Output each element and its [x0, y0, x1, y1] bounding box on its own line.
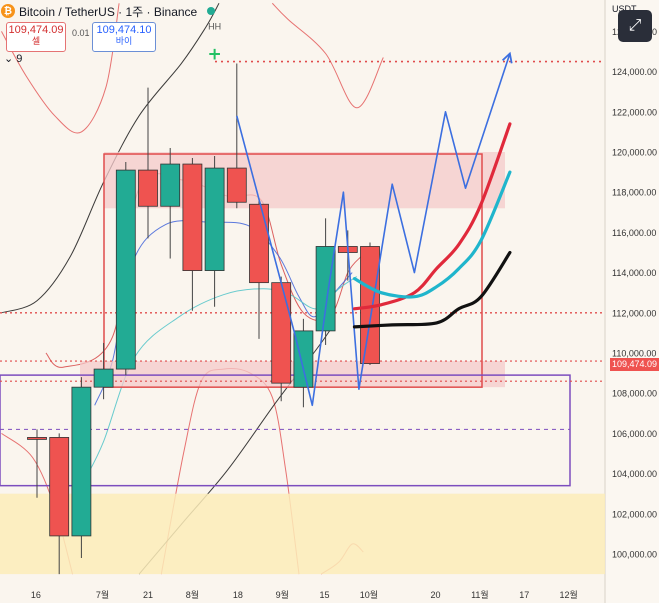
candle-body	[226, 167, 247, 203]
band-upper-line	[1, 3, 120, 134]
price-tick-label: 114,000.00	[612, 268, 656, 278]
candle-15	[360, 242, 380, 366]
indicator-count: 9	[16, 53, 23, 65]
candle-0	[27, 429, 47, 498]
hh-plus-marker: +	[207, 45, 221, 65]
projected-path-line	[236, 53, 511, 407]
candle-2	[71, 377, 92, 559]
candle-body	[271, 282, 292, 384]
time-tick-label: 8월	[186, 589, 199, 600]
sell-button[interactable]: 109,474.09 셀	[6, 22, 66, 52]
candle-body	[93, 368, 114, 388]
candle-3	[93, 342, 114, 400]
candle-body	[138, 169, 158, 207]
candle-4	[115, 162, 136, 376]
candle-9	[226, 63, 247, 209]
price-tick-label: 118,000.00	[612, 188, 656, 198]
projected-curve-red	[352, 122, 512, 311]
ma-long-black	[1, 3, 220, 314]
indicator-toggle[interactable]: ⌄ 9	[4, 52, 22, 65]
price-tick-label: 104,000.00	[612, 469, 657, 479]
time-tick-label: 18	[233, 590, 243, 600]
price-tick-label: 124,000.00	[612, 67, 657, 77]
candle-body	[160, 163, 181, 207]
time-tick-label: 21	[143, 590, 153, 600]
symbol-title[interactable]: Bitcoin / TetherUS · 1주 · Binance	[19, 4, 198, 19]
candle-7	[182, 158, 203, 311]
expand-arrows-icon[interactable]: ⤢	[618, 10, 652, 42]
sell-label: 셀	[31, 36, 41, 46]
candle-body	[27, 437, 47, 440]
bitcoin-logo-icon: ₿	[1, 4, 15, 18]
price-tick-label: 108,000.00	[612, 389, 657, 399]
buy-label: 바이	[115, 36, 133, 46]
time-tick-label: 7월	[96, 589, 109, 600]
chevron-down-icon: ⌄	[4, 53, 17, 65]
candle-5	[138, 87, 158, 239]
time-tick-label: 20	[430, 590, 440, 600]
lower-support-zone	[80, 361, 505, 388]
price-tick-label: 110,000.00	[612, 349, 656, 359]
candle-body	[249, 203, 269, 284]
time-tick-label: 16	[31, 590, 41, 600]
market-open-icon	[207, 7, 216, 15]
candle-10	[249, 200, 269, 339]
time-tick-label: 9월	[276, 589, 289, 600]
price-axis-panel	[605, 0, 659, 603]
yellow-demand-zone	[0, 493, 605, 575]
candle-body	[204, 167, 225, 271]
candle-body	[49, 437, 70, 537]
sell-price: 109,474.09	[8, 24, 64, 36]
time-tick-label: 15	[319, 590, 329, 600]
time-tick-label: 17	[519, 590, 529, 600]
price-tick-label: 106,000.00	[612, 429, 657, 439]
candle-body	[315, 246, 336, 332]
time-tick-label: 11월	[471, 589, 489, 600]
candle-13	[315, 218, 336, 345]
time-tick-label: 10월	[360, 589, 378, 600]
candle-6	[160, 147, 181, 259]
price-tick-label: 116,000.00	[612, 228, 656, 238]
hh-label: HH	[208, 21, 221, 31]
time-tick-label: 12월	[560, 589, 578, 600]
axis-unit: USDT	[612, 4, 637, 14]
price-tick-label: 100,000.00	[612, 550, 657, 560]
current-price-tag: 109,474.09	[610, 358, 659, 371]
projected-curve-black	[352, 250, 512, 329]
price-tick-label: 122,000.00	[612, 107, 657, 117]
band-upper-line-2	[271, 2, 384, 109]
candle-11	[271, 276, 292, 402]
buy-price: 109,474.10	[96, 24, 152, 36]
candle-body	[182, 163, 203, 271]
candle-body	[293, 330, 314, 388]
candle-body	[115, 169, 136, 370]
price-tick-label: 112,000.00	[612, 308, 656, 318]
candle-1	[49, 433, 70, 575]
price-tick-label: 102,000.00	[612, 509, 657, 519]
chart-header: ₿ Bitcoin / TetherUS · 1주 · Binance	[0, 0, 216, 22]
range-outline	[103, 153, 483, 388]
candle-8	[204, 156, 225, 307]
price-tick-label: 120,000.00	[612, 148, 657, 158]
buy-button[interactable]: 109,474.10 바이	[92, 22, 156, 52]
projected-path-arrowhead	[501, 51, 513, 64]
spread-value: 0.01	[72, 28, 90, 38]
candle-body	[71, 386, 92, 537]
candle-12	[293, 318, 314, 408]
projected-curve-cyan	[352, 170, 512, 299]
